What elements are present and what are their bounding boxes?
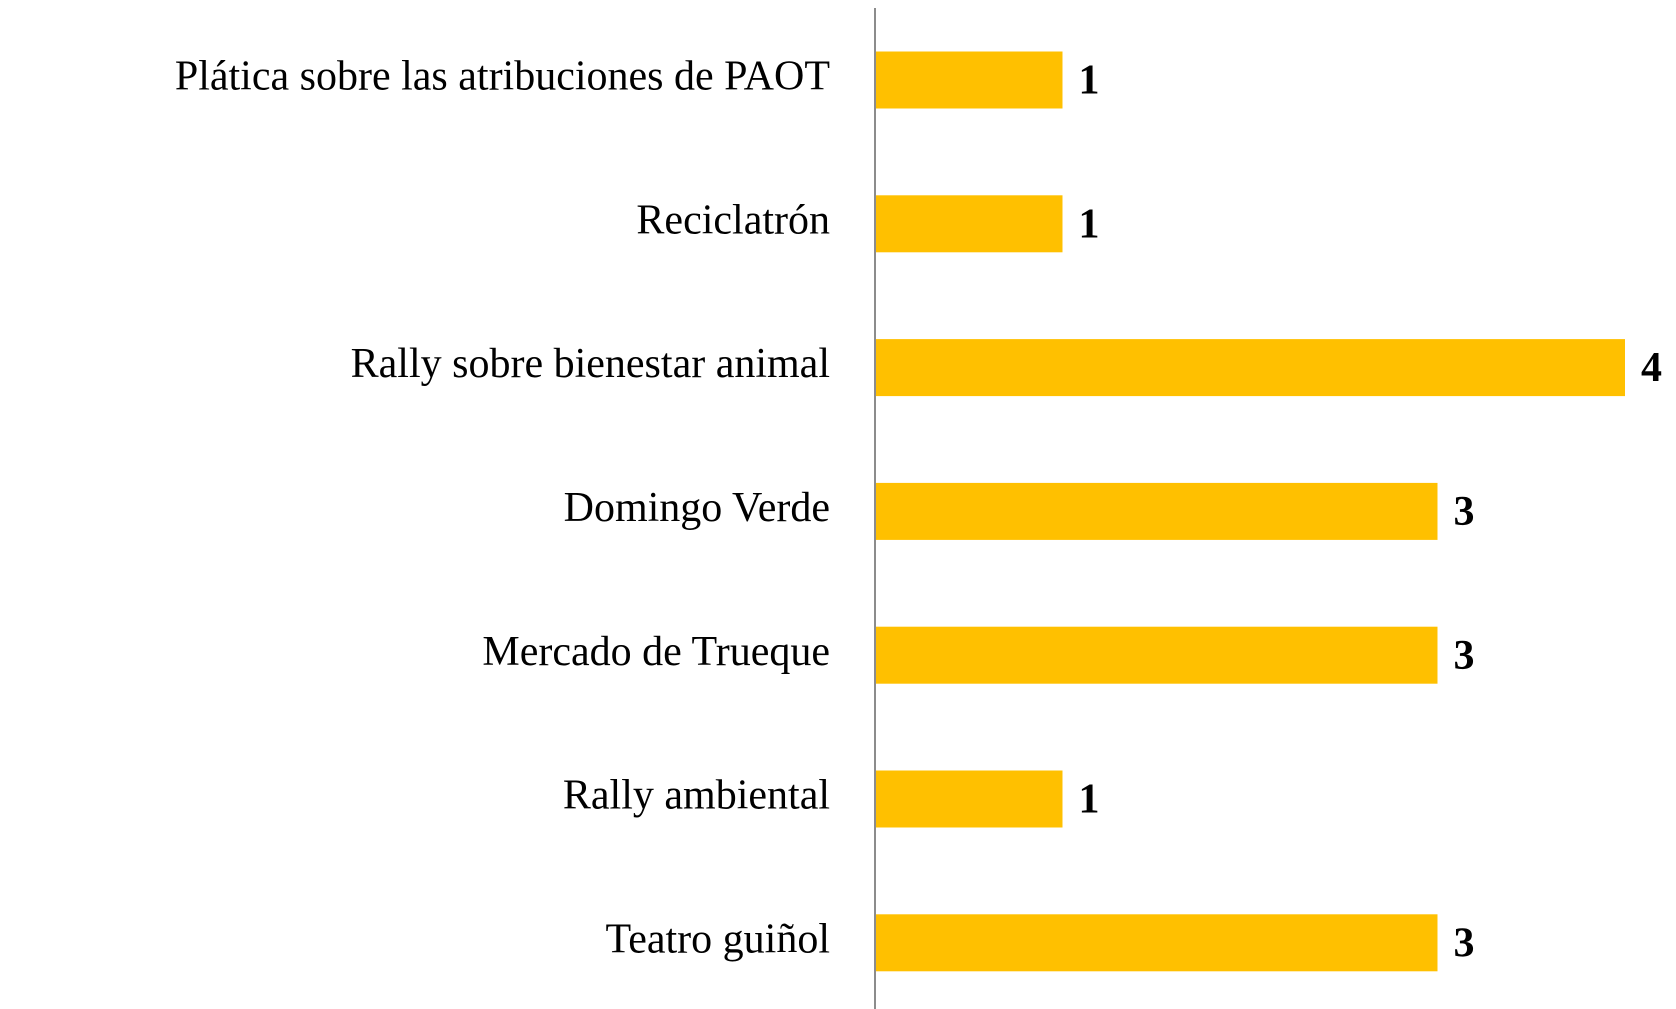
y-tick-label: Rally sobre bienestar animal	[351, 341, 830, 387]
bar	[875, 626, 1438, 684]
y-tick-label: Teatro guiñol	[606, 916, 831, 962]
bar	[875, 482, 1438, 540]
value-label: 1	[1079, 201, 1100, 247]
bar	[875, 195, 1063, 253]
value-label: 4	[1641, 345, 1662, 391]
value-label: 3	[1454, 920, 1475, 966]
value-label: 3	[1454, 633, 1475, 679]
y-tick-label: Mercado de Trueque	[482, 629, 830, 675]
value-label: 1	[1079, 777, 1100, 823]
bar	[875, 51, 1063, 109]
y-tick-label: Rally ambiental	[563, 773, 830, 819]
bar	[875, 770, 1063, 828]
y-tick-label: Reciclatrón	[636, 197, 830, 243]
value-label: 1	[1079, 58, 1100, 104]
y-tick-label: Plática sobre las atribuciones de PAOT	[175, 54, 830, 100]
bar	[875, 339, 1625, 397]
y-tick-label: Domingo Verde	[564, 485, 830, 531]
value-label: 3	[1454, 489, 1475, 535]
bar	[875, 914, 1438, 972]
